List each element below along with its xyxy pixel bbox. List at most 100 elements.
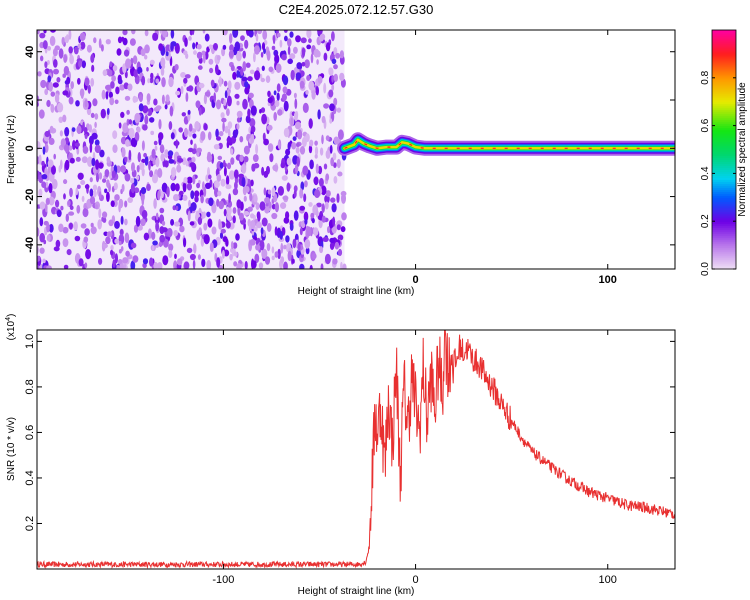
noise-speckle <box>186 247 193 254</box>
noise-speckle <box>192 259 196 269</box>
noise-speckle <box>112 259 116 268</box>
noise-speckle <box>69 187 73 198</box>
colorbar-band <box>712 193 736 196</box>
noise-speckle <box>299 263 305 269</box>
noise-speckle <box>317 215 323 221</box>
noise-speckle <box>73 221 78 231</box>
colorbar-band <box>712 41 736 45</box>
noise-speckle <box>190 190 195 200</box>
noise-speckle <box>245 62 251 68</box>
colorbar-band <box>712 131 736 135</box>
noise-speckle <box>90 77 95 87</box>
noise-speckle <box>160 66 165 76</box>
noise-speckle <box>206 211 211 218</box>
noise-speckle <box>228 193 232 203</box>
x-tick-label: -100 <box>212 574 234 586</box>
noise-speckle <box>223 159 226 168</box>
noise-speckle <box>323 52 328 61</box>
noise-speckle <box>77 43 82 49</box>
noise-speckle <box>211 226 217 235</box>
noise-speckle <box>110 200 115 207</box>
colorbar-band <box>712 197 736 200</box>
y-tick-label: -20 <box>24 189 36 205</box>
noise-speckle <box>259 109 262 114</box>
noise-speckle <box>178 127 183 133</box>
noise-speckle <box>226 95 232 107</box>
noise-speckle <box>136 126 141 133</box>
spectrogram-noise-region <box>37 30 347 269</box>
noise-speckle <box>216 174 222 182</box>
noise-speckle <box>168 243 174 252</box>
colorbar-band <box>712 107 736 111</box>
noise-speckle <box>300 220 306 229</box>
noise-speckle <box>230 148 234 155</box>
noise-speckle <box>301 47 306 58</box>
noise-speckle <box>221 249 225 259</box>
noise-speckle <box>94 121 97 128</box>
noise-speckle <box>223 208 227 217</box>
colorbar-band <box>712 111 736 115</box>
noise-speckle <box>195 100 201 109</box>
noise-speckle <box>310 53 314 64</box>
noise-speckle <box>41 181 47 188</box>
noise-speckle <box>226 162 232 170</box>
noise-speckle <box>340 261 343 269</box>
noise-speckle <box>63 54 68 63</box>
colorbar-band <box>712 239 736 242</box>
snr-panel: -100 0 100 0.2 0.4 0.6 0.8 1.0 Height of strai… <box>5 314 676 597</box>
noise-speckle <box>40 55 44 62</box>
noise-speckle <box>234 93 240 99</box>
noise-speckle <box>154 145 158 151</box>
noise-speckle <box>328 89 334 98</box>
noise-speckle <box>242 61 247 72</box>
noise-speckle <box>256 30 263 35</box>
noise-speckle <box>92 98 98 107</box>
noise-speckle <box>106 108 110 115</box>
noise-speckle <box>38 154 42 165</box>
noise-speckle <box>161 182 168 193</box>
noise-speckle <box>224 90 228 99</box>
noise-speckle <box>54 45 60 51</box>
noise-speckle <box>79 88 85 97</box>
noise-speckle <box>193 243 197 254</box>
noise-speckle <box>294 98 298 109</box>
noise-speckle <box>226 213 232 221</box>
chart-title: C2E4.2025.072.12.57.G30 <box>279 2 434 17</box>
noise-speckle <box>86 107 92 116</box>
noise-speckle <box>287 142 291 151</box>
noise-speckle <box>291 142 297 150</box>
noise-speckle <box>197 216 203 225</box>
noise-speckle <box>124 156 128 163</box>
noise-speckle <box>282 175 288 181</box>
noise-speckle <box>272 34 276 45</box>
noise-speckle <box>336 193 340 204</box>
noise-speckle <box>232 215 236 224</box>
noise-speckle <box>81 195 85 202</box>
noise-speckle <box>105 84 111 91</box>
noise-speckle <box>332 258 338 265</box>
noise-speckle <box>283 127 290 138</box>
colorbar-band <box>712 231 736 234</box>
noise-speckle <box>280 242 284 254</box>
noise-speckle <box>196 43 202 50</box>
colorbar-band <box>712 265 736 268</box>
noise-speckle <box>89 142 93 153</box>
noise-speckle <box>66 249 72 256</box>
noise-speckle <box>55 199 60 208</box>
colorbar-band <box>712 101 736 105</box>
colorbar-band <box>712 263 736 266</box>
noise-speckle <box>267 97 273 104</box>
noise-speckle <box>170 132 175 140</box>
noise-speckle <box>120 229 124 235</box>
noise-speckle <box>166 186 170 198</box>
noise-speckle <box>317 109 321 120</box>
noise-speckle <box>339 50 344 59</box>
noise-speckle <box>229 253 233 261</box>
noise-speckle <box>223 166 227 177</box>
noise-speckle <box>260 77 266 83</box>
noise-speckle <box>109 97 115 106</box>
noise-speckle <box>173 194 180 202</box>
noise-speckle <box>114 253 118 264</box>
noise-speckle <box>138 103 144 112</box>
noise-speckle <box>239 136 244 143</box>
